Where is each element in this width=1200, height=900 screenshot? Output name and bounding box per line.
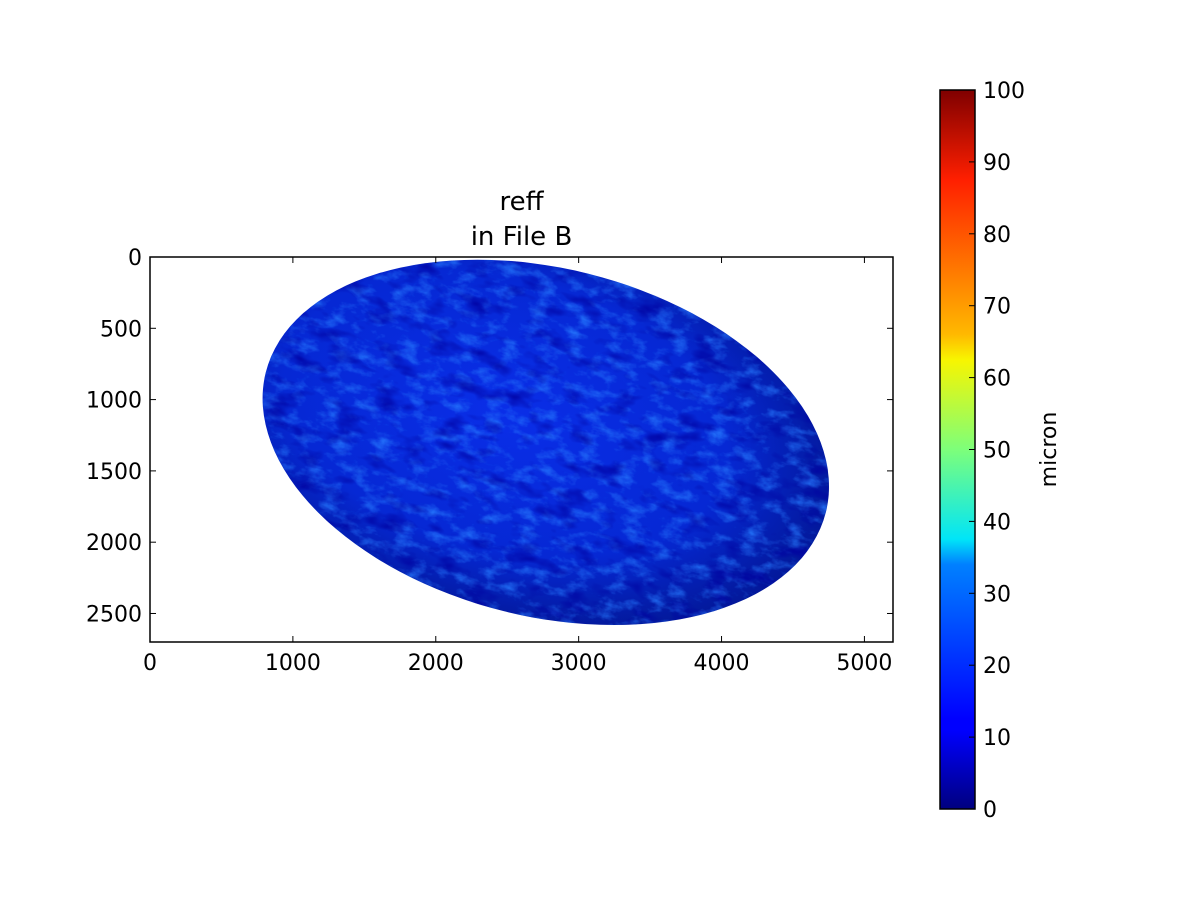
y-tick-label: 0 (128, 246, 142, 271)
y-tick-label: 1000 (86, 389, 142, 414)
colorbar-tick-label: 100 (983, 79, 1025, 104)
x-tick-label: 2000 (408, 651, 464, 676)
colorbar-tick-label: 0 (983, 798, 997, 823)
colorbar-tick-label: 60 (983, 367, 1011, 392)
earth-disk-speckle (262, 259, 829, 626)
x-tick-label: 1000 (265, 651, 321, 676)
y-axis: 0 500 1000 1500 2000 2500 (86, 246, 893, 627)
x-tick-label: 0 (143, 651, 157, 676)
chart-title-line-2: in File B (471, 222, 573, 252)
colorbar-tick-label: 80 (983, 223, 1011, 248)
colorbar-tick-label: 90 (983, 151, 1011, 176)
x-tick-label: 5000 (836, 651, 892, 676)
y-tick-label: 1500 (86, 460, 142, 485)
colorbar-tick-label: 40 (983, 510, 1011, 535)
colorbar-tick-label: 50 (983, 439, 1011, 464)
plot-area-frame (149, 256, 894, 643)
colorbar-axis: 0 10 20 30 40 50 60 70 80 90 100 (969, 79, 1025, 823)
x-tick-label: 3000 (551, 651, 607, 676)
y-tick-label: 2500 (86, 602, 142, 627)
heatmap-image (262, 259, 829, 626)
y-tick-label: 500 (100, 317, 142, 342)
x-axis: 0 1000 2000 3000 4000 5000 (143, 257, 892, 676)
colorbar-tick-label: 10 (983, 726, 1011, 751)
colorbar-tick-label: 70 (983, 295, 1011, 320)
x-tick-label: 4000 (694, 651, 750, 676)
colorbar-tick-label: 30 (983, 582, 1011, 607)
colorbar-label: micron (1037, 412, 1062, 488)
y-tick-label: 2000 (86, 531, 142, 556)
chart-title-line-1: reff (499, 187, 544, 217)
colorbar-tick-label: 20 (983, 654, 1011, 679)
